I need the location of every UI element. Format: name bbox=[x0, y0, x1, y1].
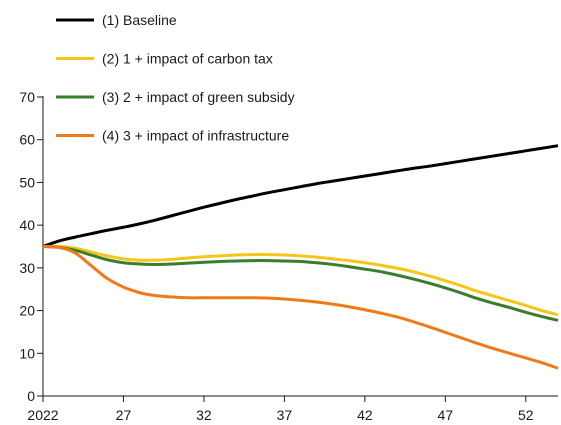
legend-label: (4) 3 + impact of infrastructure bbox=[102, 128, 289, 144]
legend-item-carbon-tax: (2) 1 + impact of carbon tax bbox=[56, 51, 273, 67]
x-axis-ticks: 2022 27 32 37 42 47 52 bbox=[27, 396, 534, 423]
x-tick-label: 37 bbox=[277, 407, 293, 423]
legend-label: (2) 1 + impact of carbon tax bbox=[102, 51, 273, 67]
series-line-infrastructure bbox=[42, 245, 559, 370]
x-tick-label: 47 bbox=[438, 407, 454, 423]
x-tick-label: 32 bbox=[196, 407, 212, 423]
legend-label: (1) Baseline bbox=[102, 12, 177, 28]
y-tick-label: 70 bbox=[19, 89, 35, 105]
series-line-baseline bbox=[42, 144, 559, 248]
x-tick-label: 27 bbox=[116, 407, 132, 423]
y-tick-label: 0 bbox=[27, 388, 35, 404]
series-line-carbon-tax bbox=[42, 244, 559, 317]
y-tick-label: 50 bbox=[19, 174, 35, 190]
legend: (1) Baseline (2) 1 + impact of carbon tax… bbox=[56, 12, 295, 144]
legend-item-green-subsidy: (3) 2 + impact of green subsidy bbox=[56, 89, 295, 105]
y-tick-label: 40 bbox=[19, 217, 35, 233]
y-tick-label: 60 bbox=[19, 132, 35, 148]
y-tick-label: 30 bbox=[19, 260, 35, 276]
legend-item-infrastructure: (4) 3 + impact of infrastructure bbox=[56, 128, 289, 144]
x-tick-label: 42 bbox=[357, 407, 373, 423]
y-axis-ticks: 0 10 20 30 40 50 60 70 bbox=[19, 89, 43, 404]
y-tick-label: 20 bbox=[19, 303, 35, 319]
x-tick-label: 52 bbox=[518, 407, 534, 423]
x-tick-label: 2022 bbox=[27, 407, 58, 423]
series-line-green-subsidy bbox=[42, 245, 559, 322]
y-tick-label: 10 bbox=[19, 345, 35, 361]
legend-item-baseline: (1) Baseline bbox=[56, 12, 177, 28]
series-lines bbox=[42, 144, 559, 370]
legend-label: (3) 2 + impact of green subsidy bbox=[102, 89, 295, 105]
